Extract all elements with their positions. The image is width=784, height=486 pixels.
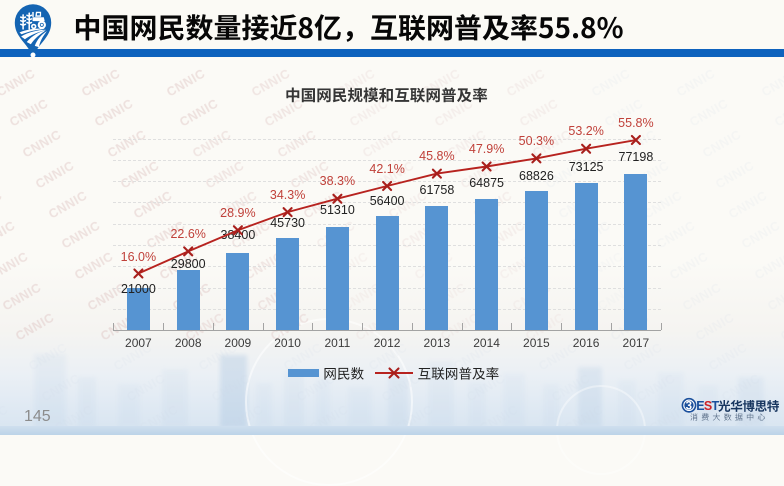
svg-text:3: 3	[686, 400, 692, 412]
svg-text:EST: EST	[696, 399, 719, 413]
